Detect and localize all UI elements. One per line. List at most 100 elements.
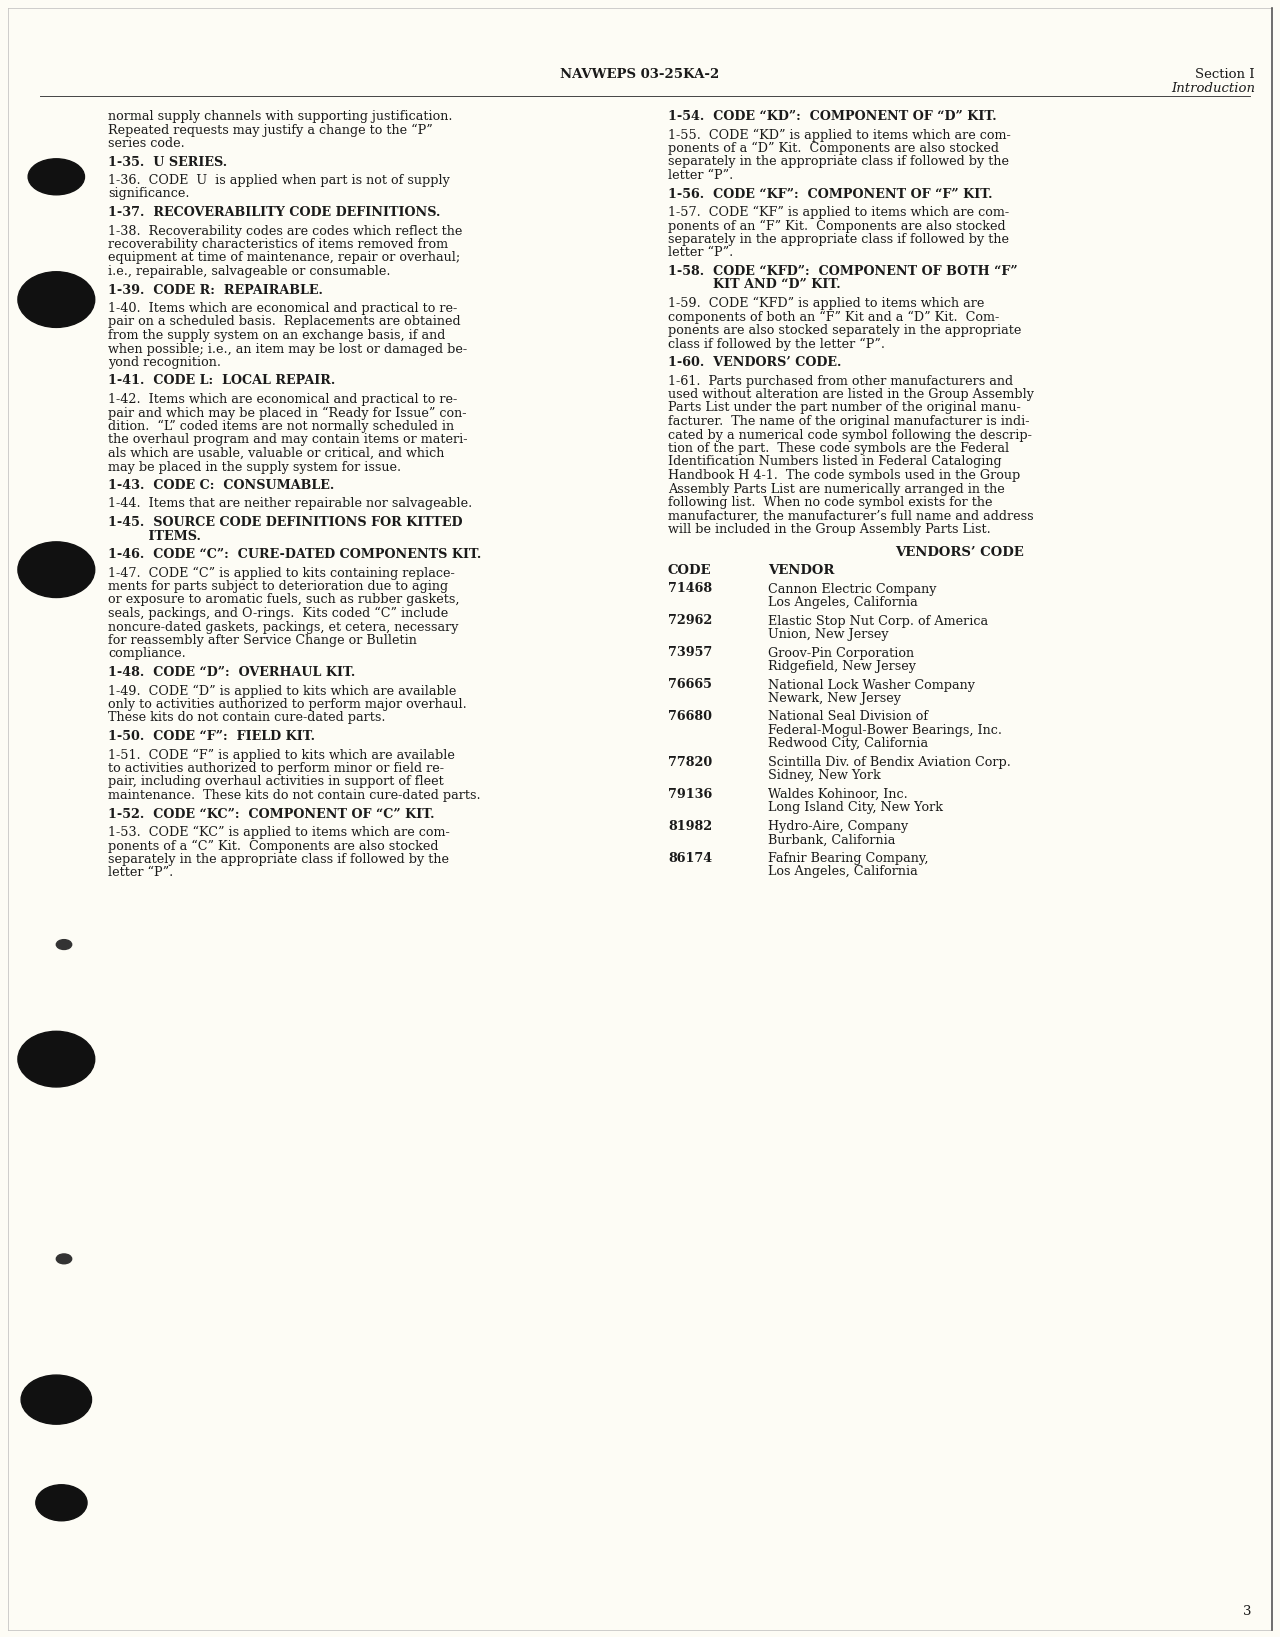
Text: separately in the appropriate class if followed by the: separately in the appropriate class if f… [108, 853, 449, 866]
Text: dition.  “L” coded items are not normally scheduled in: dition. “L” coded items are not normally… [108, 421, 454, 434]
Text: 1-39.  CODE R:  REPAIRABLE.: 1-39. CODE R: REPAIRABLE. [108, 283, 323, 296]
Text: seals, packings, and O-rings.  Kits coded “C” include: seals, packings, and O-rings. Kits coded… [108, 607, 448, 620]
Text: ponents of a “C” Kit.  Components are also stocked: ponents of a “C” Kit. Components are als… [108, 840, 439, 853]
Text: Federal-Mogul-Bower Bearings, Inc.: Federal-Mogul-Bower Bearings, Inc. [768, 724, 1002, 737]
Ellipse shape [18, 1031, 95, 1087]
Ellipse shape [36, 1485, 87, 1521]
Text: separately in the appropriate class if followed by the: separately in the appropriate class if f… [668, 156, 1009, 169]
Text: VENDOR: VENDOR [768, 565, 835, 576]
Text: 1-53.  CODE “KC” is applied to items which are com-: 1-53. CODE “KC” is applied to items whic… [108, 827, 449, 840]
Text: Scintilla Div. of Bendix Aviation Corp.: Scintilla Div. of Bendix Aviation Corp. [768, 756, 1011, 769]
Text: compliance.: compliance. [108, 648, 186, 660]
Text: 1-52.  CODE “KC”:  COMPONENT OF “C” KIT.: 1-52. CODE “KC”: COMPONENT OF “C” KIT. [108, 807, 434, 820]
Text: facturer.  The name of the original manufacturer is indi-: facturer. The name of the original manuf… [668, 416, 1029, 427]
Text: Union, New Jersey: Union, New Jersey [768, 629, 888, 642]
Text: 77820: 77820 [668, 756, 712, 769]
Ellipse shape [56, 940, 72, 949]
Text: ments for parts subject to deterioration due to aging: ments for parts subject to deterioration… [108, 579, 448, 593]
Text: recoverability characteristics of items removed from: recoverability characteristics of items … [108, 237, 448, 250]
Text: Section I: Section I [1196, 69, 1254, 80]
Text: 1-56.  CODE “KF”:  COMPONENT OF “F” KIT.: 1-56. CODE “KF”: COMPONENT OF “F” KIT. [668, 188, 992, 200]
Text: 1-50.  CODE “F”:  FIELD KIT.: 1-50. CODE “F”: FIELD KIT. [108, 730, 315, 743]
Text: 73957: 73957 [668, 647, 712, 660]
Text: following list.  When no code symbol exists for the: following list. When no code symbol exis… [668, 496, 992, 509]
Text: Long Island City, New York: Long Island City, New York [768, 802, 943, 815]
Text: noncure-dated gaskets, packings, et cetera, necessary: noncure-dated gaskets, packings, et cete… [108, 620, 458, 634]
Text: 1-45.  SOURCE CODE DEFINITIONS FOR KITTED: 1-45. SOURCE CODE DEFINITIONS FOR KITTED [108, 516, 462, 529]
Text: 1-55.  CODE “KD” is applied to items which are com-: 1-55. CODE “KD” is applied to items whic… [668, 128, 1011, 142]
Text: 76665: 76665 [668, 678, 712, 691]
Text: 1-41.  CODE L:  LOCAL REPAIR.: 1-41. CODE L: LOCAL REPAIR. [108, 375, 335, 388]
Text: 71468: 71468 [668, 583, 712, 596]
Text: Sidney, New York: Sidney, New York [768, 769, 881, 782]
Text: ponents are also stocked separately in the appropriate: ponents are also stocked separately in t… [668, 324, 1021, 337]
Text: yond recognition.: yond recognition. [108, 355, 221, 368]
Text: Introduction: Introduction [1171, 82, 1254, 95]
Ellipse shape [18, 272, 95, 327]
Text: pair, including overhaul activities in support of fleet: pair, including overhaul activities in s… [108, 776, 444, 789]
Text: National Seal Division of: National Seal Division of [768, 710, 928, 724]
Text: normal supply channels with supporting justification.: normal supply channels with supporting j… [108, 110, 453, 123]
Text: 81982: 81982 [668, 820, 712, 833]
Text: 1-38.  Recoverability codes are codes which reflect the: 1-38. Recoverability codes are codes whi… [108, 224, 462, 237]
Text: 1-36.  CODE  U  is applied when part is not of supply: 1-36. CODE U is applied when part is not… [108, 174, 449, 187]
Text: 1-40.  Items which are economical and practical to re-: 1-40. Items which are economical and pra… [108, 301, 457, 314]
Text: Groov-Pin Corporation: Groov-Pin Corporation [768, 647, 914, 660]
Text: Hydro-Aire, Company: Hydro-Aire, Company [768, 820, 909, 833]
Text: 1-47.  CODE “C” is applied to kits containing replace-: 1-47. CODE “C” is applied to kits contai… [108, 566, 454, 579]
Text: 1-51.  CODE “F” is applied to kits which are available: 1-51. CODE “F” is applied to kits which … [108, 748, 454, 761]
Text: 3: 3 [1243, 1604, 1252, 1617]
Text: Handbook H 4-1.  The code symbols used in the Group: Handbook H 4-1. The code symbols used in… [668, 468, 1020, 481]
Text: to activities authorized to perform minor or field re-: to activities authorized to perform mino… [108, 761, 444, 774]
Text: NAVWEPS 03-25KA-2: NAVWEPS 03-25KA-2 [561, 69, 719, 80]
Text: Elastic Stop Nut Corp. of America: Elastic Stop Nut Corp. of America [768, 614, 988, 627]
Text: tion of the part.  These code symbols are the Federal: tion of the part. These code symbols are… [668, 442, 1009, 455]
Text: 1-49.  CODE “D” is applied to kits which are available: 1-49. CODE “D” is applied to kits which … [108, 684, 457, 697]
Text: 1-61.  Parts purchased from other manufacturers and: 1-61. Parts purchased from other manufac… [668, 375, 1014, 388]
Ellipse shape [28, 159, 84, 195]
Text: 1-46.  CODE “C”:  CURE-DATED COMPONENTS KIT.: 1-46. CODE “C”: CURE-DATED COMPONENTS KI… [108, 548, 481, 561]
Text: significance.: significance. [108, 188, 189, 200]
Text: Los Angeles, California: Los Angeles, California [768, 866, 918, 879]
Text: may be placed in the supply system for issue.: may be placed in the supply system for i… [108, 460, 401, 473]
Text: Identification Numbers listed in Federal Cataloging: Identification Numbers listed in Federal… [668, 455, 1002, 468]
Text: only to activities authorized to perform major overhaul.: only to activities authorized to perform… [108, 697, 467, 710]
Ellipse shape [20, 1375, 92, 1424]
Text: 1-57.  CODE “KF” is applied to items which are com-: 1-57. CODE “KF” is applied to items whic… [668, 206, 1009, 219]
Text: VENDORS’ CODE: VENDORS’ CODE [895, 547, 1024, 560]
Text: CODE: CODE [668, 565, 712, 576]
Text: Burbank, California: Burbank, California [768, 833, 896, 846]
Text: als which are usable, valuable or critical, and which: als which are usable, valuable or critic… [108, 447, 444, 460]
Text: series code.: series code. [108, 138, 184, 151]
Text: 1-44.  Items that are neither repairable nor salvageable.: 1-44. Items that are neither repairable … [108, 498, 472, 511]
Text: ponents of a “D” Kit.  Components are also stocked: ponents of a “D” Kit. Components are als… [668, 142, 998, 156]
Text: from the supply system on an exchange basis, if and: from the supply system on an exchange ba… [108, 329, 445, 342]
Text: separately in the appropriate class if followed by the: separately in the appropriate class if f… [668, 232, 1009, 246]
Text: ITEMS.: ITEMS. [108, 529, 201, 542]
Text: Redwood City, California: Redwood City, California [768, 738, 928, 750]
Text: 76680: 76680 [668, 710, 712, 724]
Text: letter “P”.: letter “P”. [668, 247, 733, 260]
Text: Parts List under the part number of the original manu-: Parts List under the part number of the … [668, 401, 1020, 414]
Text: letter “P”.: letter “P”. [668, 169, 733, 182]
Text: ponents of an “F” Kit.  Components are also stocked: ponents of an “F” Kit. Components are al… [668, 219, 1006, 232]
Text: will be included in the Group Assembly Parts List.: will be included in the Group Assembly P… [668, 522, 991, 535]
Text: Ridgefield, New Jersey: Ridgefield, New Jersey [768, 660, 916, 673]
Text: maintenance.  These kits do not contain cure-dated parts.: maintenance. These kits do not contain c… [108, 789, 480, 802]
Text: Assembly Parts List are numerically arranged in the: Assembly Parts List are numerically arra… [668, 483, 1005, 496]
Text: when possible; i.e., an item may be lost or damaged be-: when possible; i.e., an item may be lost… [108, 342, 467, 355]
Text: letter “P”.: letter “P”. [108, 866, 173, 879]
Text: 1-54.  CODE “KD”:  COMPONENT OF “D” KIT.: 1-54. CODE “KD”: COMPONENT OF “D” KIT. [668, 110, 997, 123]
Text: components of both an “F” Kit and a “D” Kit.  Com-: components of both an “F” Kit and a “D” … [668, 311, 1000, 324]
Text: equipment at time of maintenance, repair or overhaul;: equipment at time of maintenance, repair… [108, 252, 460, 265]
Ellipse shape [18, 542, 95, 598]
Text: class if followed by the letter “P”.: class if followed by the letter “P”. [668, 337, 884, 350]
Text: 1-58.  CODE “KFD”:  COMPONENT OF BOTH “F”: 1-58. CODE “KFD”: COMPONENT OF BOTH “F” [668, 265, 1018, 278]
Text: cated by a numerical code symbol following the descrip-: cated by a numerical code symbol followi… [668, 429, 1032, 442]
Text: 86174: 86174 [668, 851, 712, 864]
Text: These kits do not contain cure-dated parts.: These kits do not contain cure-dated par… [108, 712, 385, 725]
Text: i.e., repairable, salvageable or consumable.: i.e., repairable, salvageable or consuma… [108, 265, 390, 278]
Text: 1-42.  Items which are economical and practical to re-: 1-42. Items which are economical and pra… [108, 393, 457, 406]
Text: Cannon Electric Company: Cannon Electric Company [768, 583, 937, 596]
Ellipse shape [56, 1254, 72, 1264]
